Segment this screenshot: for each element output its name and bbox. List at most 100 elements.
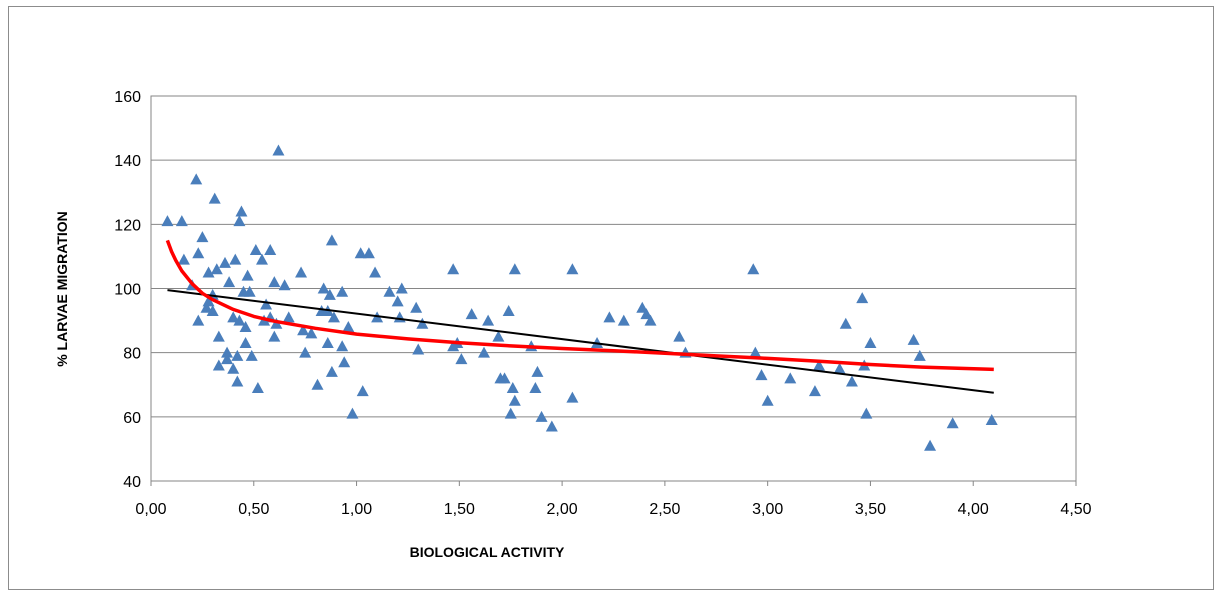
data-point-83 xyxy=(478,346,490,358)
x-tick-label-2,00: 2,00 xyxy=(547,501,578,518)
data-point-109 xyxy=(749,346,762,358)
data-point-5 xyxy=(192,247,205,259)
data-point-52 xyxy=(311,378,324,390)
data-point-65 xyxy=(346,407,359,419)
points-layer xyxy=(161,144,998,451)
x-tick-label-4,50: 4,50 xyxy=(1060,501,1091,518)
data-point-85 xyxy=(492,330,505,342)
data-point-106 xyxy=(673,330,686,342)
y-tick-label-60: 60 xyxy=(123,410,141,427)
data-point-81 xyxy=(455,353,468,365)
data-point-34 xyxy=(245,349,258,361)
x-tick-label-3,50: 3,50 xyxy=(855,501,886,518)
data-point-66 xyxy=(354,247,367,259)
data-point-90 xyxy=(506,381,519,393)
data-point-28 xyxy=(235,205,248,217)
data-point-33 xyxy=(243,285,256,297)
data-point-0 xyxy=(161,215,174,227)
data-point-126 xyxy=(985,414,998,426)
data-point-94 xyxy=(529,381,542,393)
data-point-71 xyxy=(383,285,396,297)
data-point-47 xyxy=(282,311,295,323)
data-point-110 xyxy=(755,369,768,381)
data-point-45 xyxy=(272,144,285,156)
data-point-40 xyxy=(264,244,277,255)
data-point-60 xyxy=(327,311,340,323)
y-tick-label-40: 40 xyxy=(123,474,141,491)
data-point-76 xyxy=(412,343,425,355)
data-point-117 xyxy=(845,375,858,387)
data-point-20 xyxy=(223,276,236,288)
data-point-102 xyxy=(617,314,630,326)
x-tick-labels: 0,00 0,50 1,00 1,50 2,00 2,50 3,00 3,50 4,00 4,50 xyxy=(135,501,1091,518)
data-point-88 xyxy=(502,304,515,316)
data-point-37 xyxy=(256,253,268,265)
y-tick-label-80: 80 xyxy=(123,346,141,363)
data-point-43 xyxy=(268,330,281,342)
data-point-39 xyxy=(260,298,273,310)
data-point-113 xyxy=(808,385,821,397)
data-point-59 xyxy=(325,234,338,246)
data-point-50 xyxy=(299,346,312,358)
y-tick-label-120: 120 xyxy=(114,217,141,234)
trend-layer xyxy=(165,239,994,394)
y-tick-label-160: 160 xyxy=(114,89,141,106)
data-point-15 xyxy=(212,330,225,342)
data-point-21 xyxy=(227,311,240,323)
data-point-123 xyxy=(913,349,926,361)
chart-frame: 0,00 0,50 1,00 1,50 2,00 2,50 3,00 3,50 4,00 4,50… xyxy=(8,6,1214,590)
linear-trend-line xyxy=(167,289,994,394)
data-point-91 xyxy=(508,263,521,275)
data-point-108 xyxy=(747,263,760,275)
data-point-36 xyxy=(251,381,264,393)
data-point-55 xyxy=(321,337,334,349)
data-point-97 xyxy=(545,420,558,432)
data-point-101 xyxy=(603,311,616,323)
data-point-24 xyxy=(231,375,244,387)
plot-frame xyxy=(150,95,1077,482)
data-point-124 xyxy=(924,439,937,451)
x-tick-label-1,50: 1,50 xyxy=(444,501,475,518)
x-tick-label-3,00: 3,00 xyxy=(752,501,783,518)
data-point-17 xyxy=(219,256,231,268)
data-point-89 xyxy=(504,407,517,419)
data-point-74 xyxy=(395,282,408,294)
data-point-57 xyxy=(323,288,336,300)
x-tick-label-0,50: 0,50 xyxy=(238,501,269,518)
data-point-51 xyxy=(305,327,318,339)
data-point-32 xyxy=(241,269,254,281)
data-point-98 xyxy=(566,263,579,275)
chart-svg: 0,00 0,50 1,00 1,50 2,00 2,50 3,00 3,50 4,00 4,50… xyxy=(54,89,1092,560)
data-point-61 xyxy=(336,285,349,297)
data-point-27 xyxy=(233,215,246,227)
data-point-104 xyxy=(640,308,653,320)
data-point-64 xyxy=(342,321,355,332)
data-point-49 xyxy=(297,324,310,336)
data-point-125 xyxy=(946,417,959,429)
y-tick-label-140: 140 xyxy=(114,153,141,170)
data-point-58 xyxy=(325,365,338,377)
data-point-67 xyxy=(356,385,369,397)
data-point-112 xyxy=(784,372,797,384)
data-point-118 xyxy=(856,292,869,304)
data-point-26 xyxy=(233,314,246,326)
data-point-120 xyxy=(860,407,873,419)
x-tick-label-0,00: 0,00 xyxy=(135,501,166,518)
data-point-95 xyxy=(531,365,544,377)
log-trend-curve xyxy=(165,239,994,372)
data-point-105 xyxy=(644,314,657,326)
data-point-78 xyxy=(447,263,460,275)
data-point-11 xyxy=(206,304,219,316)
data-point-18 xyxy=(221,353,234,365)
data-point-62 xyxy=(336,340,349,352)
data-point-111 xyxy=(761,394,774,406)
data-point-7 xyxy=(196,231,209,243)
data-point-25 xyxy=(231,349,244,361)
data-point-87 xyxy=(498,372,511,384)
data-point-114 xyxy=(813,359,826,371)
data-point-13 xyxy=(208,192,221,204)
data-point-122 xyxy=(907,333,920,345)
x-tick-label-1,00: 1,00 xyxy=(341,501,372,518)
data-point-48 xyxy=(295,266,308,278)
data-point-14 xyxy=(210,263,223,275)
